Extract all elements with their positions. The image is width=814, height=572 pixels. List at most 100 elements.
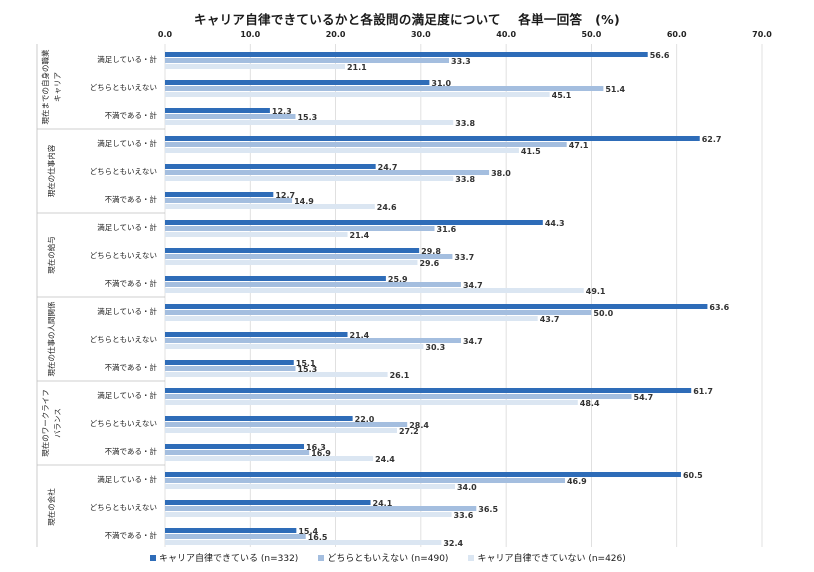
bar-3-2-1: [165, 366, 296, 371]
bar-2-1-1: [165, 254, 453, 259]
bar-1-2-2: [165, 204, 375, 209]
row-label-2-1: どちらともいえない: [90, 251, 157, 260]
row-label-3-2: 不満である・計: [105, 362, 158, 372]
group-label-4-line-0: 現在のワークライフ: [40, 389, 50, 457]
bar-4-2-2: [165, 456, 374, 461]
data-label-0-0-1: 33.3: [451, 57, 471, 66]
row-label-2-0: 満足している・計: [97, 222, 157, 232]
bar-3-2-2: [165, 372, 388, 377]
bar-5-0-2: [165, 484, 455, 489]
data-label-1-2-2: 24.6: [377, 203, 397, 212]
x-tick-label-6: 60.0: [667, 30, 687, 39]
legend-item-series-2: どちらともいえない (n=490): [318, 551, 448, 564]
data-label-3-2-1: 15.3: [297, 365, 317, 374]
bar-4-1-1: [165, 422, 408, 427]
legend-swatch-1: [150, 554, 156, 561]
bar-3-1-1: [165, 338, 461, 343]
data-label-0-0-0: 56.6: [650, 51, 670, 60]
x-tick-label-1: 10.0: [240, 30, 260, 39]
row-label-1-1: どちらともいえない: [90, 167, 157, 176]
bar-5-2-2: [165, 540, 442, 545]
legend-swatch-2: [318, 554, 325, 561]
bar-5-2-1: [165, 534, 306, 539]
bar-2-0-1: [165, 226, 435, 231]
data-label-5-0-2: 34.0: [457, 483, 477, 492]
bar-0-1-2: [165, 92, 550, 97]
legend-item-series-1: キャリア自律できている (n=332): [150, 551, 298, 564]
legend: キャリア自律できている (n=332) どちらともいえない (n=490) キャ…: [150, 551, 626, 564]
row-label-5-2: 不満である・計: [105, 530, 158, 540]
x-tick-label-0: 0.0: [158, 30, 173, 39]
bar-1-0-1: [165, 142, 567, 147]
bar-4-2-0: [165, 444, 305, 449]
group-label-3-line-0: 現在の仕事の人間関係: [46, 301, 56, 376]
row-label-0-1: どちらともいえない: [90, 83, 157, 92]
row-label-0-0: 満足している・計: [97, 54, 157, 64]
bar-5-1-2: [165, 512, 452, 517]
data-label-2-0-1: 31.6: [437, 225, 457, 234]
data-label-3-0-2: 43.7: [540, 315, 560, 324]
data-label-5-1-1: 36.5: [478, 505, 498, 514]
bar-4-0-1: [165, 394, 632, 399]
row-label-2-2: 不満である・計: [105, 278, 158, 288]
bar-1-1-2: [165, 176, 454, 181]
data-label-4-1-1: 28.4: [409, 421, 429, 430]
data-label-4-1-0: 22.0: [355, 415, 375, 424]
bar-0-0-2: [165, 64, 345, 69]
group-label-2-line-0: 現在の給与: [46, 236, 56, 274]
data-label-2-0-2: 21.4: [350, 231, 370, 240]
bar-4-1-2: [165, 428, 397, 433]
data-label-0-0-2: 21.1: [347, 63, 367, 72]
data-label-3-1-1: 34.7: [463, 337, 483, 346]
x-tick-label-4: 40.0: [496, 30, 516, 39]
x-tick-label-3: 30.0: [411, 30, 431, 39]
bar-0-1-1: [165, 86, 604, 91]
data-label-5-2-0: 15.4: [298, 527, 318, 536]
bar-1-1-1: [165, 170, 490, 175]
bar-3-0-1: [165, 310, 592, 315]
data-label-4-1-2: 27.2: [399, 427, 419, 436]
x-tick-label-5: 50.0: [582, 30, 602, 39]
data-label-0-1-2: 45.1: [552, 91, 572, 100]
data-label-5-1-2: 33.6: [454, 511, 474, 520]
data-label-5-0-1: 46.9: [567, 477, 587, 486]
data-label-0-2-0: 12.3: [272, 107, 292, 116]
data-label-2-2-2: 49.1: [586, 287, 606, 296]
data-label-1-2-1: 14.9: [294, 197, 314, 206]
data-label-3-0-1: 50.0: [593, 309, 613, 318]
data-label-1-0-1: 47.1: [569, 141, 589, 150]
bar-2-0-2: [165, 232, 348, 237]
bar-1-0-2: [165, 148, 519, 153]
row-label-4-2: 不満である・計: [105, 446, 158, 456]
bar-0-2-2: [165, 120, 454, 125]
legend-label-2: どちらともいえない (n=490): [327, 554, 449, 564]
bar-1-2-0: [165, 192, 274, 197]
data-label-1-0-0: 62.7: [702, 135, 722, 144]
bar-2-0-0: [165, 220, 543, 225]
bar-4-0-2: [165, 400, 578, 405]
group-label-1-line-0: 現在の仕事内容: [46, 144, 56, 197]
data-label-4-0-0: 61.7: [693, 387, 713, 396]
bar-5-1-1: [165, 506, 477, 511]
bar-0-0-1: [165, 58, 450, 63]
x-tick-label-2: 20.0: [326, 30, 346, 39]
bar-3-0-0: [165, 304, 708, 309]
bar-1-1-0: [165, 164, 376, 169]
bar-5-1-0: [165, 500, 371, 505]
bar-2-1-2: [165, 260, 418, 265]
chart-title: キャリア自律できているかと各設問の満足度について 各単一回答 (%): [194, 12, 620, 27]
data-label-1-1-1: 38.0: [491, 169, 511, 178]
bar-4-1-0: [165, 416, 353, 421]
data-label-1-0-2: 41.5: [521, 147, 541, 156]
data-label-4-0-1: 54.7: [634, 393, 654, 402]
x-tick-label-7: 70.0: [752, 30, 772, 39]
legend-label-3: キャリア自律できていない (n=426): [477, 554, 626, 564]
bar-1-2-1: [165, 198, 293, 203]
data-label-3-2-2: 26.1: [390, 371, 410, 380]
row-label-3-1: どちらともいえない: [90, 335, 157, 344]
bar-2-1-0: [165, 248, 420, 253]
row-label-3-0: 満足している・計: [97, 306, 157, 316]
group-label-5-line-0: 現在の会社: [46, 488, 56, 526]
